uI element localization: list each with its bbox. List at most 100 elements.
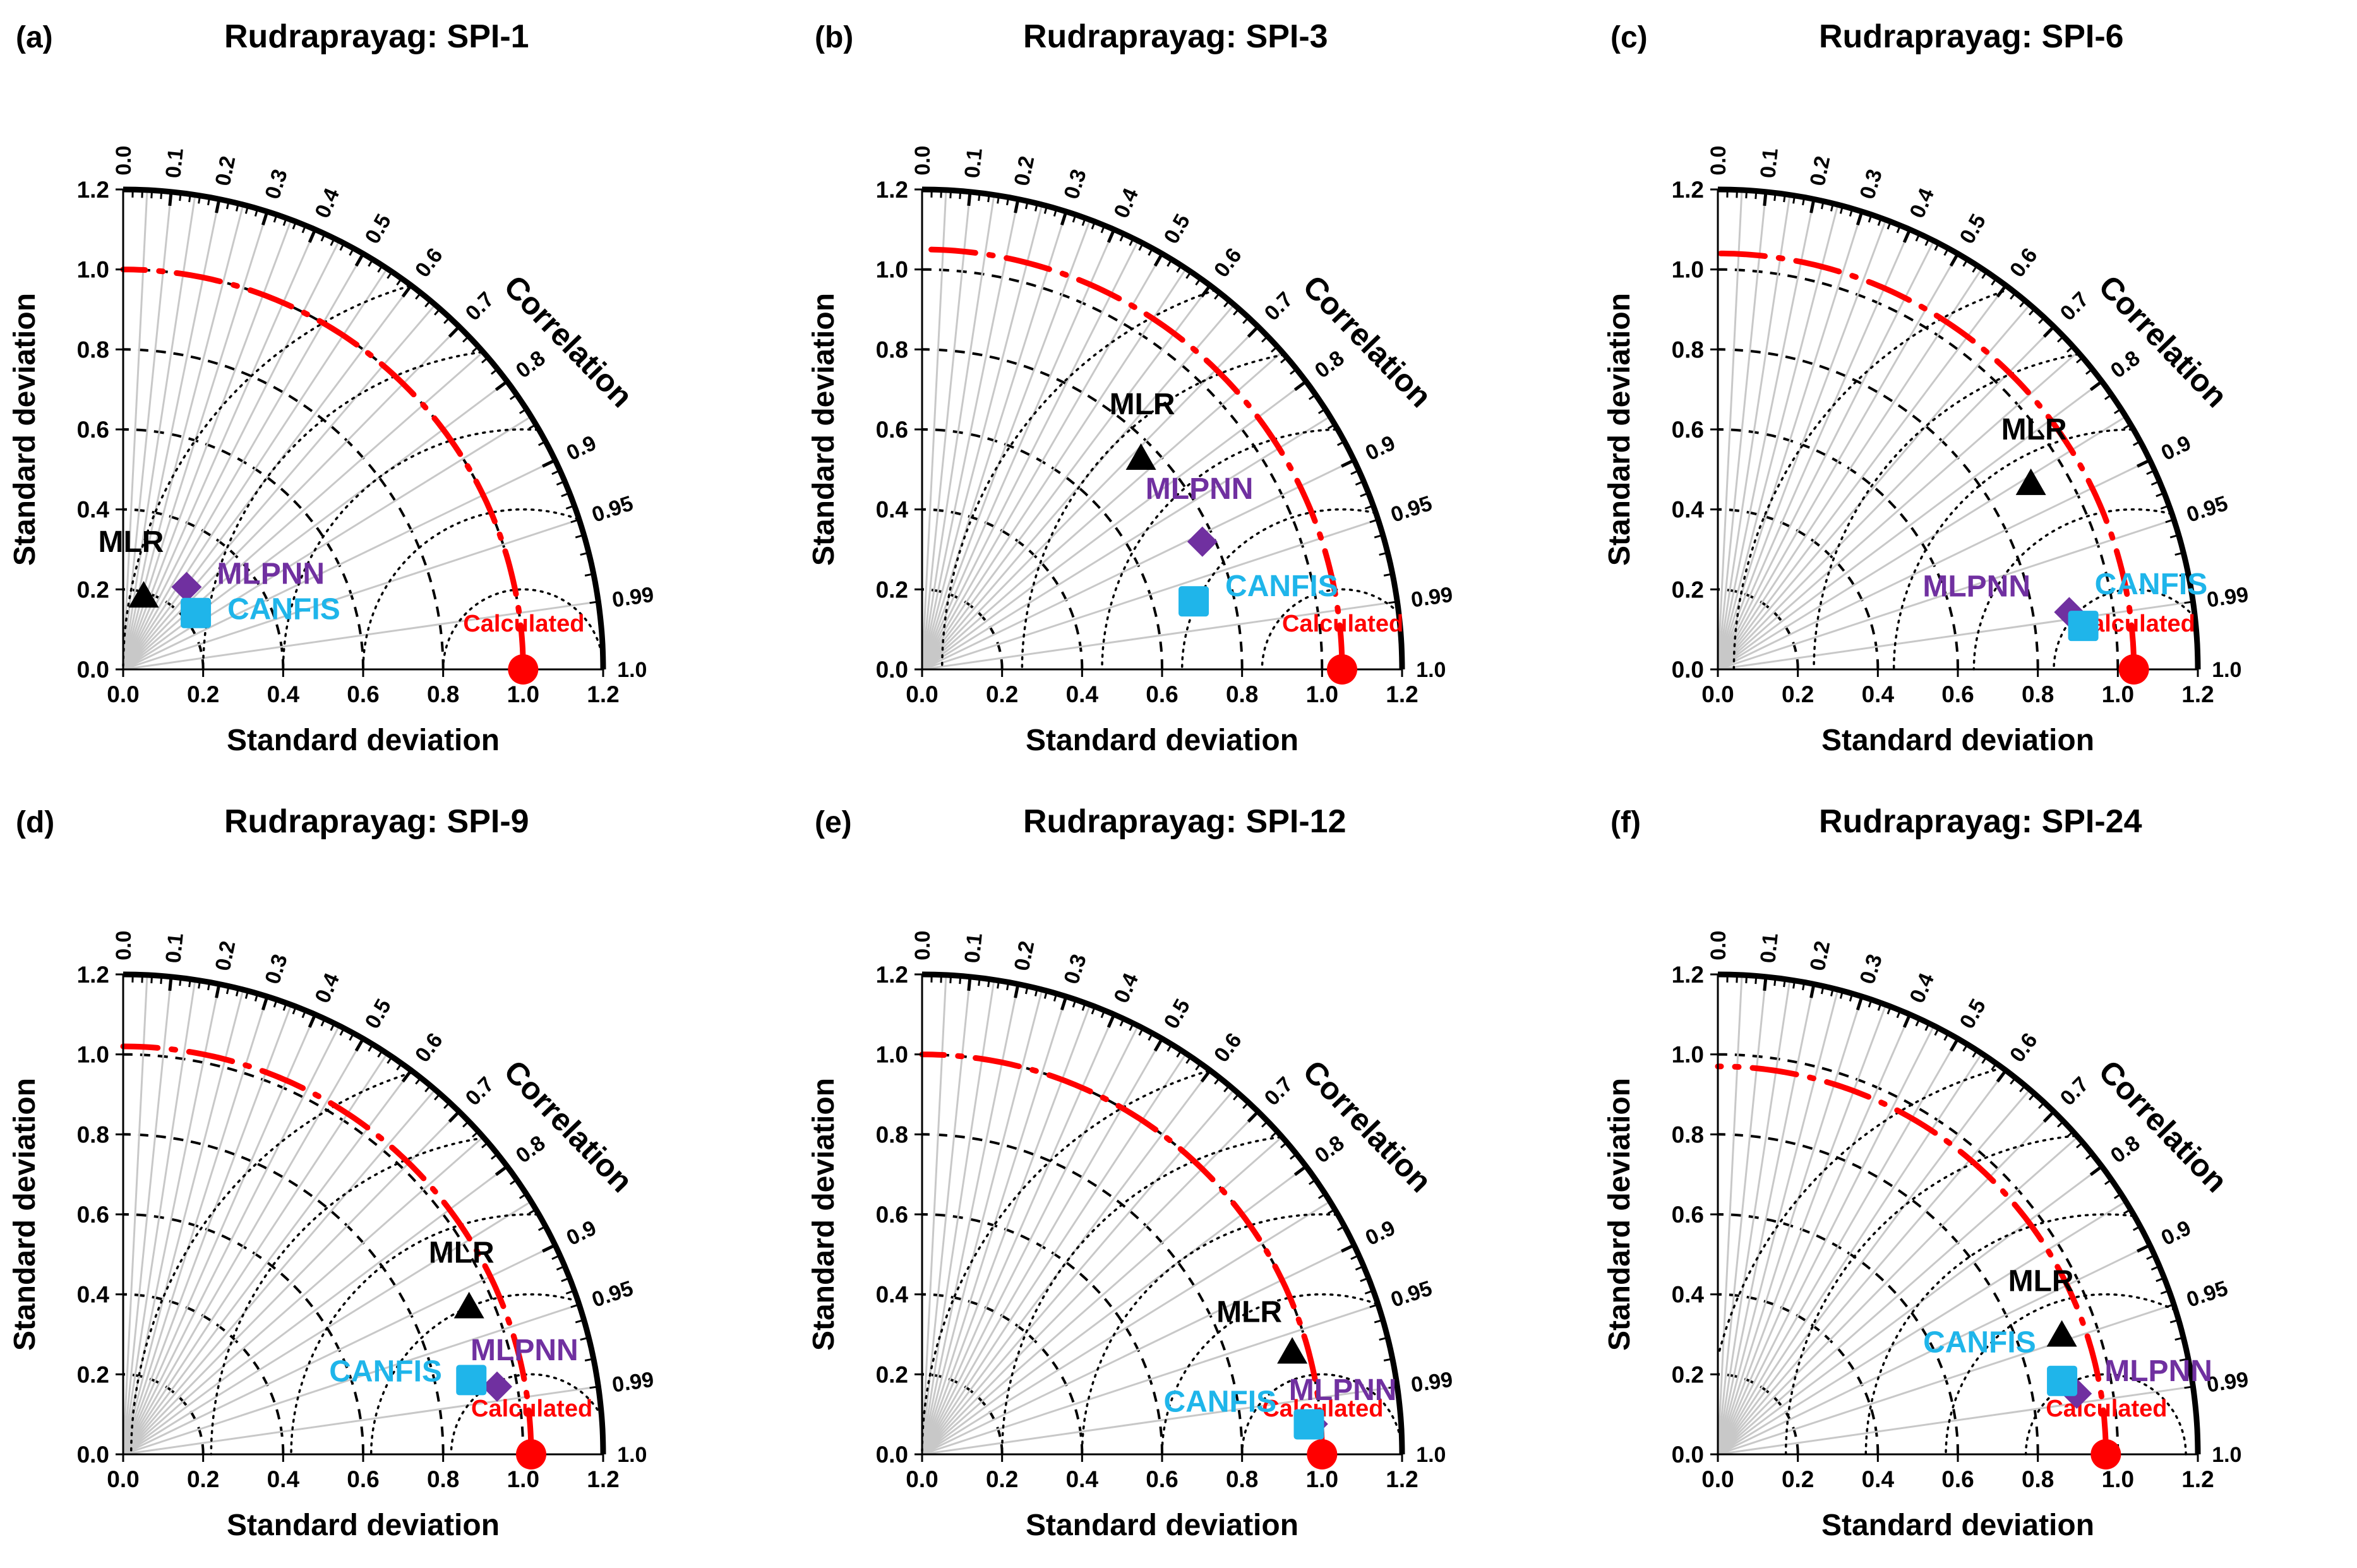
correlation-tick <box>2057 1120 2065 1128</box>
correlation-tick <box>490 368 498 375</box>
correlation-tick <box>1280 1141 1288 1149</box>
correlation-tick <box>1261 335 1269 343</box>
correlation-tick <box>401 284 412 298</box>
correlation-tick-label: 0.5 <box>361 210 397 248</box>
x-tick-label: 0.6 <box>1941 1466 1974 1492</box>
correlation-tick <box>997 195 1000 204</box>
y-tick-label: 1.2 <box>1672 962 1704 988</box>
correlation-tick <box>1369 518 1379 524</box>
correlation-tick <box>967 191 972 206</box>
correlation-tick <box>1991 278 1998 286</box>
correlation-tick <box>1261 1120 1269 1128</box>
correlation-line <box>1717 219 1887 670</box>
correlation-tick <box>1355 1265 1364 1271</box>
correlation-tick <box>1153 1038 1164 1052</box>
correlation-tick <box>160 976 163 984</box>
correlation-tick <box>519 408 527 414</box>
correlation-tick <box>168 191 173 206</box>
correlation-tick-label: 0.6 <box>1209 244 1247 282</box>
correlation-tick <box>1214 292 1221 300</box>
y-axis-title: Standard deviation <box>807 1078 841 1351</box>
correlation-tick <box>584 573 594 577</box>
correlation-line <box>921 191 971 670</box>
correlation-tick <box>1868 214 1873 223</box>
correlation-tick <box>1379 551 1388 556</box>
correlation-tick-label: 0.1 <box>960 147 987 179</box>
model-point-canfis <box>1178 586 1209 617</box>
y-tick-label: 1.2 <box>77 177 109 203</box>
correlation-tick-label: 0.4 <box>1905 969 1939 1007</box>
panel-label: (d) <box>16 806 54 839</box>
panel-label: (c) <box>1610 21 1648 54</box>
correlation-tick-label: 0.3 <box>1856 951 1887 987</box>
correlation-tick-label: 0.2 <box>1010 939 1040 973</box>
correlation-tick <box>462 1120 470 1128</box>
correlation-tick <box>1868 999 1873 1008</box>
correlation-line <box>921 459 1355 671</box>
correlation-tick <box>1996 1069 2007 1083</box>
correlation-tick <box>1223 300 1230 308</box>
correlation-tick <box>1043 205 1048 214</box>
correlation-tick <box>1119 1018 1125 1027</box>
y-tick-label: 1.0 <box>77 257 109 283</box>
correlation-tick <box>1167 259 1173 267</box>
correlation-tick-label: 0.95 <box>589 491 636 527</box>
correlation-tick <box>1280 356 1288 364</box>
y-tick-label: 0.6 <box>77 1202 109 1228</box>
correlation-tick <box>1129 237 1134 246</box>
correlation-tick <box>1886 221 1892 230</box>
correlation-tick <box>424 300 431 308</box>
correlation-tick <box>1792 980 1796 989</box>
correlation-tick-label: 0.0 <box>911 146 935 176</box>
correlation-tick <box>1902 1014 1912 1028</box>
correlation-tick <box>2169 1319 2180 1324</box>
correlation-tick <box>1962 259 1969 267</box>
reference-std-arc <box>919 1051 1325 1457</box>
correlation-tick <box>481 356 489 364</box>
y-axis-title: Standard deviation <box>8 293 42 566</box>
model-label-canfis: CANFIS <box>1163 1385 1276 1418</box>
rmsd-circle <box>1717 1067 2004 1356</box>
correlation-tick <box>2019 1085 2026 1092</box>
correlation-line <box>1717 1136 2078 1456</box>
correlation-line <box>1717 518 2174 671</box>
correlation-tick-label: 0.6 <box>2005 1029 2042 1067</box>
correlation-tick <box>537 1225 546 1231</box>
x-tick-label: 0.0 <box>906 681 938 707</box>
correlation-tick <box>1153 253 1164 267</box>
correlation-line <box>123 1303 580 1456</box>
y-tick-label: 1.0 <box>876 1042 908 1068</box>
correlation-line <box>921 601 1398 671</box>
correlation-tick <box>589 1385 599 1389</box>
panel-label: (b) <box>815 21 853 54</box>
taylor-panel-2: 0.00.00.20.20.40.40.60.60.80.81.01.01.21… <box>807 18 1454 757</box>
y-tick-label: 0.8 <box>1672 1122 1704 1147</box>
correlation-tick <box>1006 197 1010 206</box>
correlation-tick <box>528 1208 537 1214</box>
correlation-line <box>1717 1089 2031 1455</box>
std-dev-circle <box>1717 1133 2039 1455</box>
correlation-tick-label: 0.95 <box>2183 491 2231 527</box>
model-label-mlr: MLR <box>1216 1295 1282 1329</box>
correlation-line <box>1717 1165 2102 1456</box>
correlation-tick <box>2038 316 2045 325</box>
y-tick-label: 0.4 <box>876 1282 909 1308</box>
correlation-tick-label: 0.1 <box>161 147 188 179</box>
x-tick-label: 0.8 <box>1226 1466 1258 1492</box>
correlation-tick <box>2042 325 2055 338</box>
correlation-line <box>921 989 1043 1455</box>
correlation-tick <box>1308 1178 1317 1185</box>
correlation-tick <box>1924 1022 1930 1031</box>
correlation-tick <box>1972 1050 1978 1058</box>
correlation-tick <box>1060 996 1068 1010</box>
correlation-tick <box>188 194 191 203</box>
correlation-tick <box>1341 1243 1355 1253</box>
y-tick-label: 0.2 <box>77 577 109 602</box>
correlation-tick <box>1364 505 1374 510</box>
x-tick-label: 1.2 <box>587 681 619 707</box>
correlation-line <box>921 1200 1331 1456</box>
correlation-tick <box>198 980 201 989</box>
correlation-tick <box>1369 1303 1379 1308</box>
std-dev-circle <box>922 1293 1084 1454</box>
correlation-tick <box>198 195 201 204</box>
